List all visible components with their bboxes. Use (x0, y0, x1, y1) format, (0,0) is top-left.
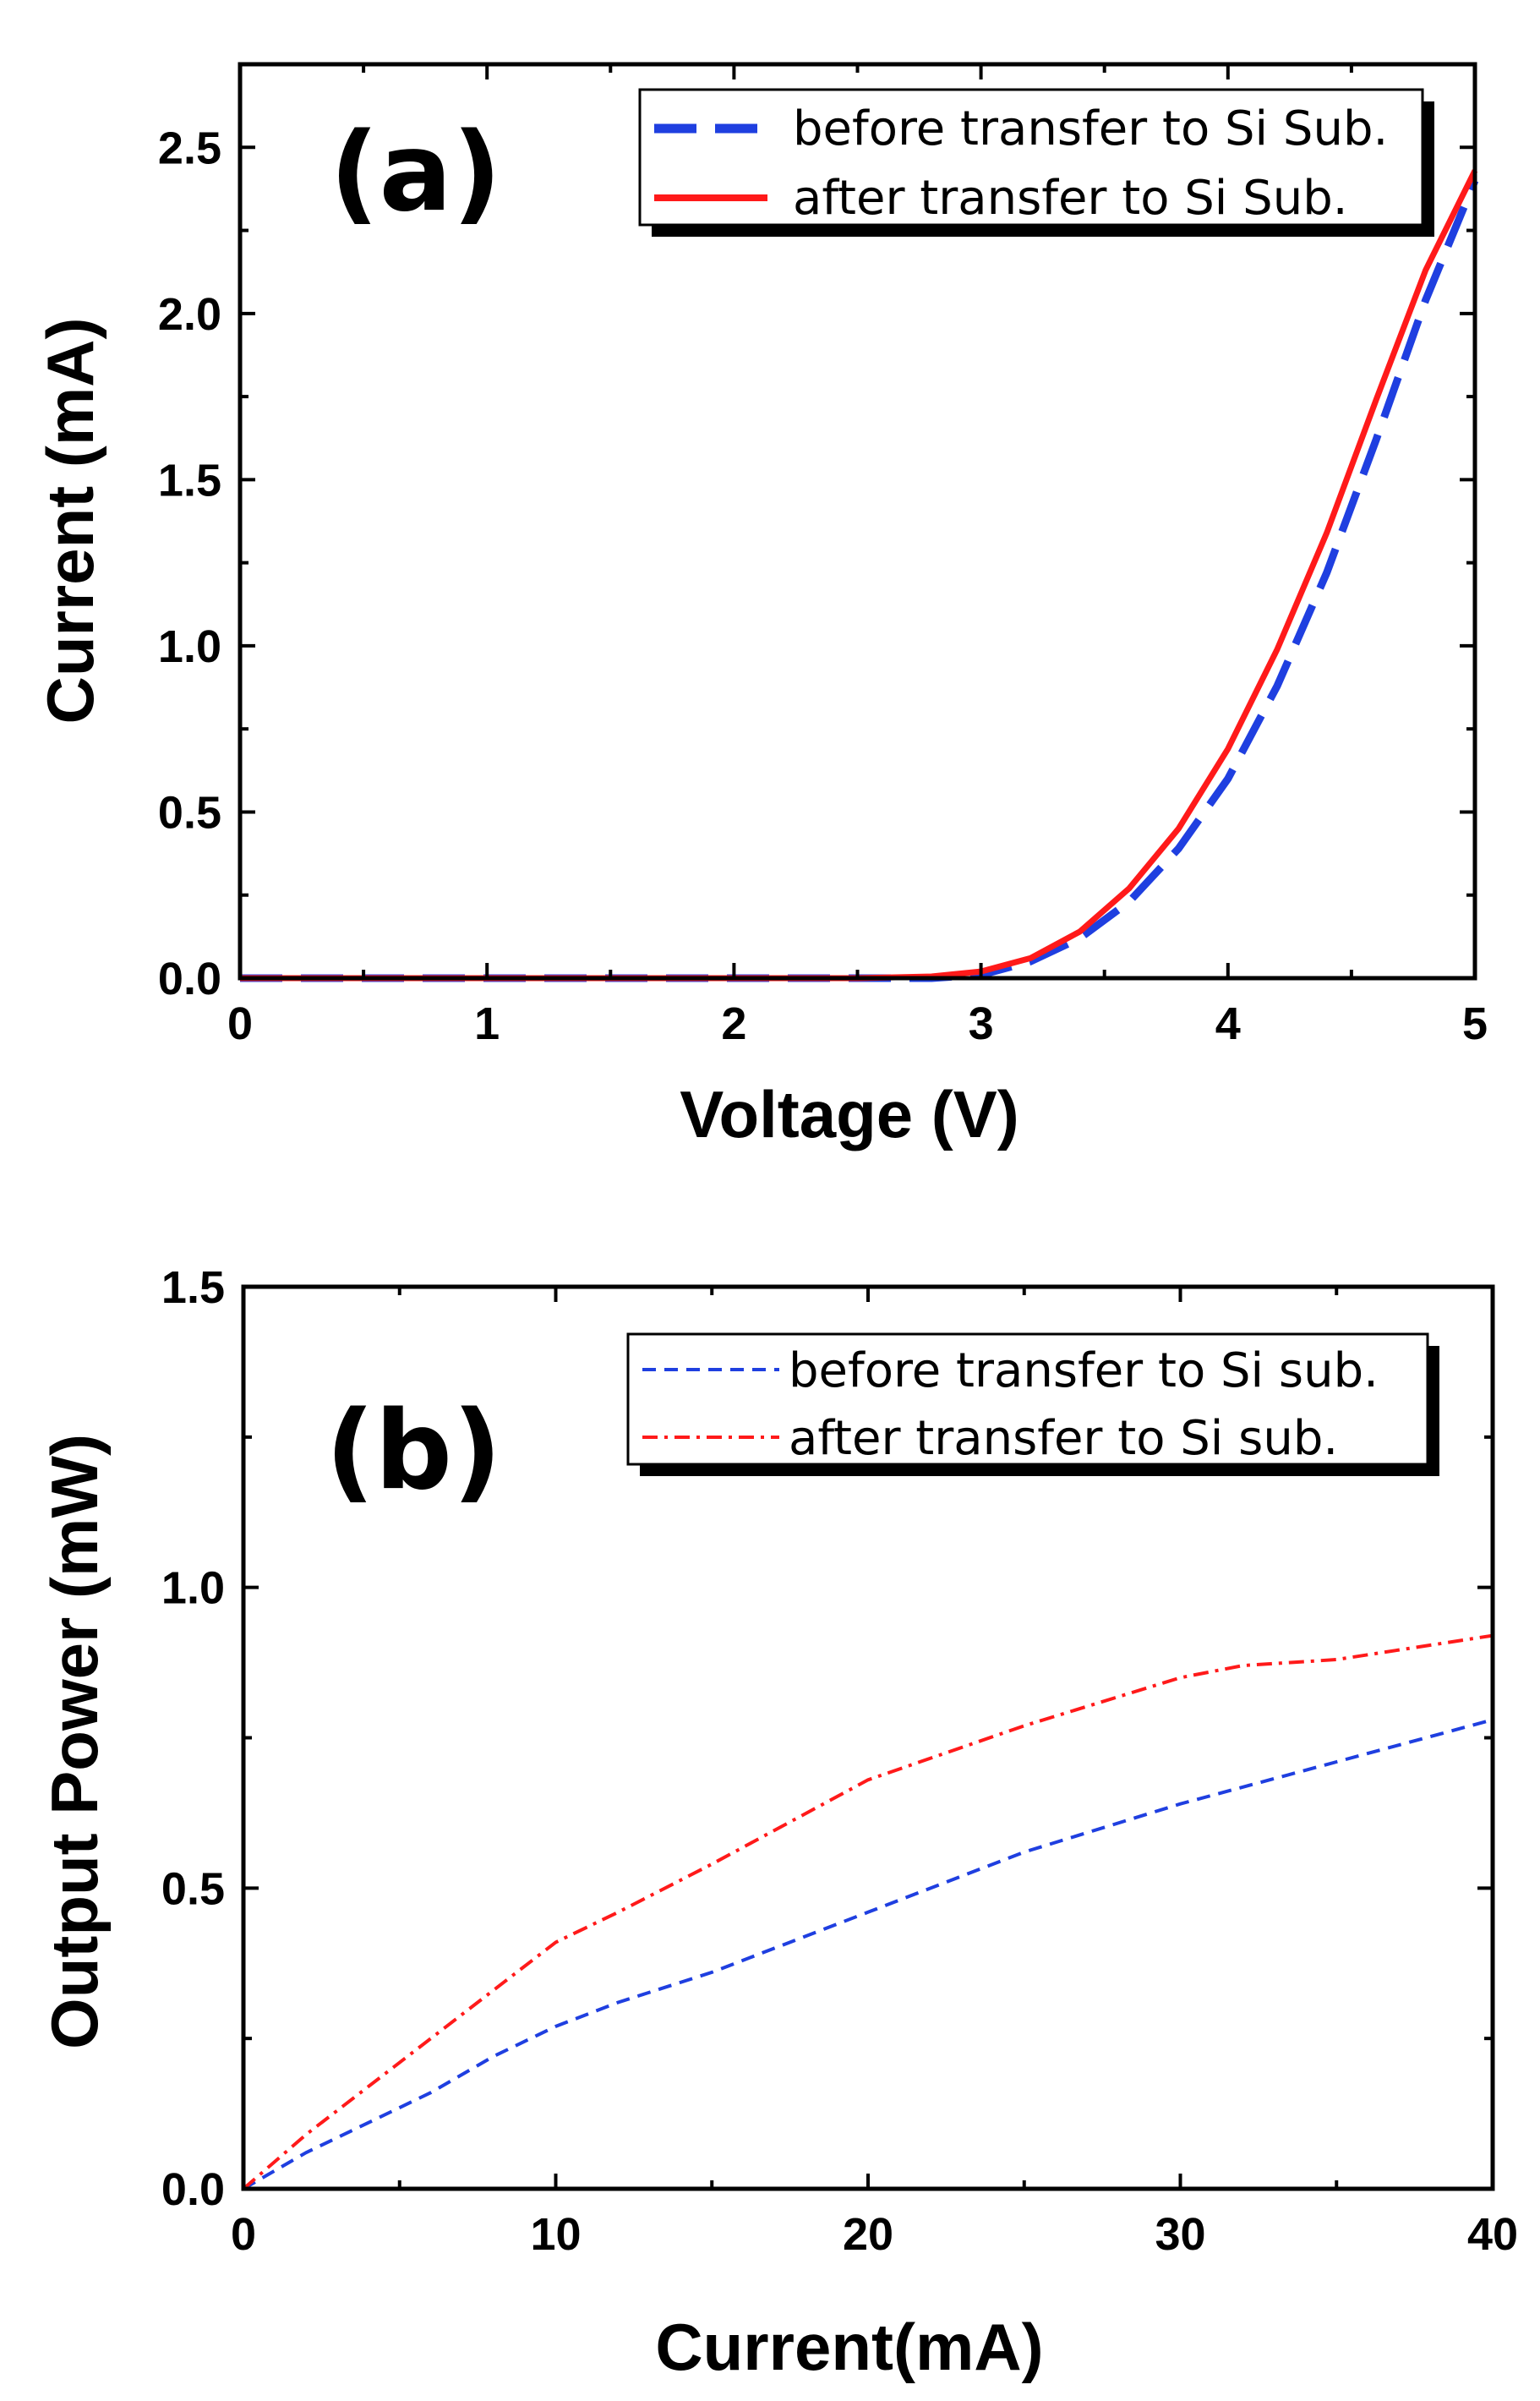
panel-a-x-tick-label: 1 (474, 998, 500, 1049)
panel-b-legend-label-after: after transfer to Si sub. (789, 1411, 1338, 1466)
panel-a-ticks: 0 1 2 3 4 5 0.0 0.5 1.0 1.5 2.0 2.5 (158, 64, 1488, 1049)
panel-b-y-tick-label: 1.0 (161, 1563, 225, 1614)
panel-b-x-tick-label: 30 (1155, 2209, 1205, 2260)
panel-a-x-tick-label: 5 (1462, 998, 1488, 1049)
panel-a-y-axis-title: Current (mA) (33, 318, 107, 725)
panel-b: 0 10 20 30 40 0.0 0.5 1.0 1.5 (b) before transfe… (37, 1262, 1518, 2384)
panel-a-x-tick-label: 4 (1215, 998, 1241, 1049)
panel-b-legend-box (626, 1332, 1429, 1466)
panel-b-x-axis-title: Current(mA) (655, 2310, 1043, 2384)
panel-b-legend-label-before: before transfer to Si sub. (789, 1343, 1379, 1398)
panel-b-label: (b) (325, 1388, 502, 1514)
panel-b-ticks: 0 10 20 30 40 0.0 0.5 1.0 1.5 (161, 1262, 1518, 2260)
panel-b-y-tick-label: 0.5 (161, 1863, 225, 1914)
panel-a-series-before-line (240, 178, 1479, 982)
panel-b-series-after-line (242, 1633, 1494, 2190)
panel-a-y-tick-label: 0.5 (158, 787, 221, 838)
panel-a-legend-box (638, 88, 1424, 227)
panel-a-label: (a) (330, 110, 501, 236)
panel-a-series-after-line (240, 169, 1478, 982)
panel-a-legend-label-before: before transfer to Si Sub. (793, 101, 1388, 156)
panel-a-series (240, 169, 1479, 982)
panel-a-legend: before transfer to Si Sub. after transfe… (638, 88, 1434, 237)
panel-b-x-tick-label: 0 (231, 2209, 256, 2260)
panel-b-y-axis-title: Output Power (mW) (37, 1434, 112, 2049)
panel-b-y-tick-label: 0.0 (161, 2164, 225, 2215)
panel-b-legend: before transfer to Si sub. after transfe… (626, 1332, 1439, 1476)
panel-a-y-tick-label: 2.0 (158, 289, 221, 340)
panel-b-x-tick-label: 10 (530, 2209, 581, 2260)
panel-a-y-tick-label: 1.5 (158, 455, 221, 506)
panel-a-y-tick-label: 2.5 (158, 123, 221, 173)
panel-a-legend-label-after: after transfer to Si Sub. (793, 171, 1348, 226)
panel-a-x-tick-label: 3 (969, 998, 994, 1049)
panel-b-y-tick-label: 1.5 (161, 1262, 225, 1313)
panel-a-x-tick-label: 2 (721, 998, 746, 1049)
panel-b-x-tick-label: 20 (843, 2209, 893, 2260)
panel-b-series (242, 1633, 1494, 2190)
panel-a-y-tick-label: 0.0 (158, 954, 221, 1004)
panel-b-x-tick-label: 40 (1467, 2209, 1518, 2260)
panel-a-x-axis-title: Voltage (V) (680, 1077, 1019, 1151)
panel-b-series-before-line (242, 1718, 1494, 2190)
panel-a-y-tick-label: 1.0 (158, 621, 221, 672)
panel-a-x-tick-label: 0 (227, 998, 253, 1049)
panel-a: 0 1 2 3 4 5 0.0 0.5 1.0 1.5 2.0 2.5 (a) before tran… (33, 62, 1488, 1151)
